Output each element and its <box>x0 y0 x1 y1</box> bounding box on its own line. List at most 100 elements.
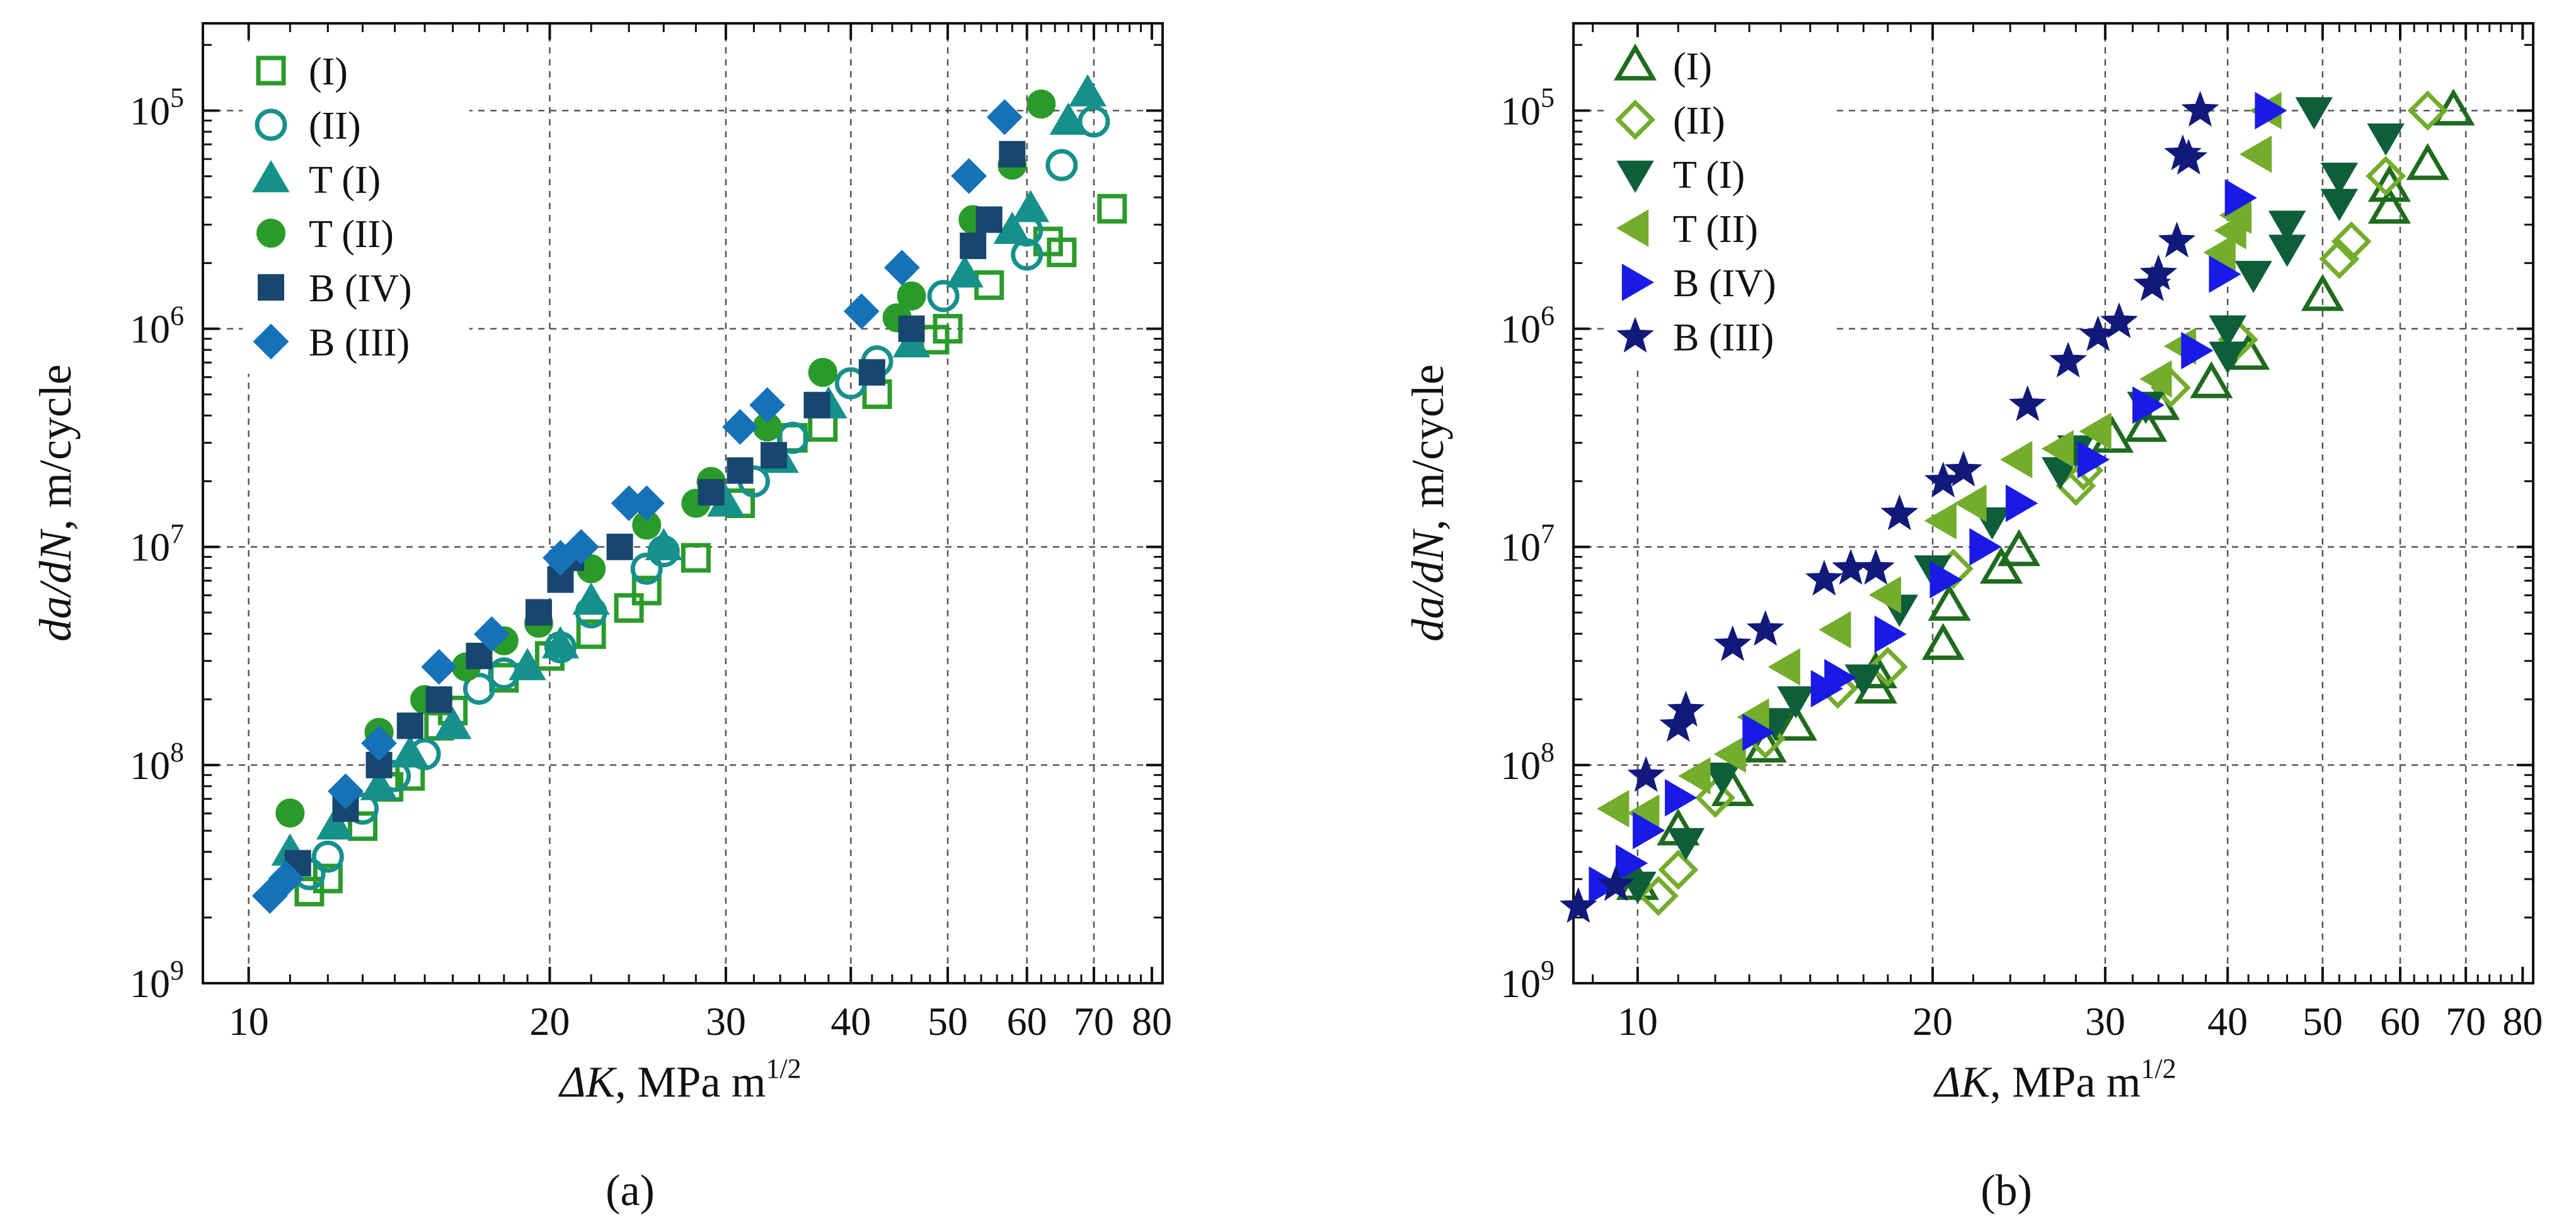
panel-a-frame <box>202 22 1164 984</box>
panel-b-point-series-3-5 <box>1768 648 1800 686</box>
panel-a-point-series-0-22 <box>1097 193 1127 224</box>
panel-a-xtick-label: 50 <box>928 999 968 1044</box>
panel-a-legend-marker-2 <box>252 160 290 193</box>
panel-a-point-series-3-16 <box>1026 89 1056 119</box>
panel-b-xtick-label: 60 <box>2380 999 2420 1044</box>
panel-a-xlabel: ΔK, MPa m1/2 <box>558 1053 801 1107</box>
panel-a-point-series-4-12 <box>760 442 787 469</box>
panel-a-xtick-label: 30 <box>706 999 746 1044</box>
panel-b-point-series-5-21 <box>2170 139 2208 175</box>
panel-b-point-series-0-16 <box>2301 274 2344 311</box>
panel-b-point-series-0-17 <box>2367 187 2412 224</box>
panel-b-legend-bg <box>1607 37 1834 369</box>
panel-a-legend-marker-3 <box>256 219 285 248</box>
panel-b-legend-marker-2 <box>1616 160 1654 193</box>
panel-b-point-series-4-3 <box>1665 779 1698 817</box>
panel-b-point-series-2-4 <box>1777 686 1815 719</box>
panel-a-point-series-5-13 <box>883 250 920 286</box>
panel-b-point-series-4-15 <box>2224 179 2257 217</box>
panel-a-point-series-0-18 <box>933 314 963 344</box>
panel-b-point-series-5-7 <box>1805 560 1843 596</box>
panel-b-point-series-5-1 <box>1597 865 1635 901</box>
panel-b-legend-marker-5 <box>1616 316 1654 353</box>
panel-b-legend-label-4: B (IV) <box>1673 262 1776 305</box>
panel-a-point-series-2-3 <box>391 735 429 768</box>
panel-a-xtick-label: 10 <box>229 999 269 1044</box>
panel-b-point-series-5-4 <box>1667 690 1705 727</box>
panel-b-point-series-0-7 <box>1921 623 1965 661</box>
panel-a-ytick-label: 108 <box>130 737 184 788</box>
panel-b-point-series-5-19 <box>2158 221 2196 258</box>
panel-b-legend-label-2: T (I) <box>1673 154 1745 197</box>
panel-a-legend-marker-5 <box>253 323 289 360</box>
panel-a-point-series-0-10 <box>614 593 644 623</box>
panel-b-ticks: 10 20 30 40 50 60 70 80 105 106 107 108 109 <box>1500 23 2543 1044</box>
panel-b-point-series-3-18 <box>2240 135 2272 173</box>
panel-a-point-series-0-21 <box>1047 237 1077 267</box>
panel-b-legend-label-5: B (III) <box>1673 316 1774 359</box>
panel-a-point-series-4-18 <box>999 141 1026 168</box>
panel-b-legend-label-3: T (II) <box>1673 208 1758 251</box>
panel-a-legend-label-2: T (I) <box>309 159 381 202</box>
panel-a-point-series-4-6 <box>525 599 552 626</box>
panel-b-point-series-2-19 <box>2367 123 2405 156</box>
panel-b-point-series-3-15 <box>2203 233 2236 272</box>
panel-a-point-series-5-4 <box>421 649 457 685</box>
panel-a-point-series-4-17 <box>975 206 1003 233</box>
panel-b-point-series-5-16 <box>2100 302 2138 338</box>
panel-b-point-series-2-16 <box>2268 211 2306 243</box>
panel-b-ytick-label: 105 <box>1500 82 1555 133</box>
panel-a-point-series-5-14 <box>951 158 987 194</box>
panel-b-marks <box>1559 88 2475 923</box>
panel-a-point-series-4-15 <box>898 315 925 342</box>
panel-b-point-series-4-0 <box>1589 866 1621 904</box>
panel-a-point-series-5-15 <box>986 99 1023 136</box>
panel-b-point-series-4-16 <box>2255 91 2287 130</box>
panel-a-point-series-5-1 <box>268 860 304 897</box>
panel-b-point-series-3-6 <box>1819 611 1851 649</box>
panel-b-point-series-2-13 <box>2209 341 2246 374</box>
panel-a-xtick-label: 60 <box>1007 999 1047 1044</box>
panel-a-point-series-5-11 <box>749 387 786 424</box>
panel-b-legend-marker-1 <box>1615 100 1655 140</box>
panel-a-legend-label-0: (I) <box>309 50 348 93</box>
panel-b-point-series-5-10 <box>1880 494 1919 531</box>
panel-b-ytick-label: 107 <box>1500 519 1555 570</box>
panel-b-point-series-1-2 <box>1695 777 1735 818</box>
panel-a-ytick-label: 105 <box>130 82 184 133</box>
panel-a-ytick-label: 106 <box>130 301 184 352</box>
panel-b-point-series-5-6 <box>1746 609 1785 646</box>
panel-a-point-series-5-2 <box>328 773 364 809</box>
panel-b-point-series-2-12 <box>2209 315 2246 348</box>
panel-b-point-series-3-8 <box>1924 502 1957 539</box>
panel-b-point-series-5-22 <box>2181 91 2219 127</box>
panel-b-xtick-label: 20 <box>1912 999 1953 1044</box>
panel-a-legend-label-3: T (II) <box>309 213 394 256</box>
panel-a-xtick-label: 80 <box>1132 999 1172 1044</box>
panel-a-ytick-label: 109 <box>130 955 184 1006</box>
panel-a-point-series-1-5 <box>463 672 495 705</box>
panel-b-point-series-3-2 <box>1678 757 1711 795</box>
panel-a-point-series-2-2 <box>360 768 398 800</box>
panel-b-point-series-4-10 <box>2005 484 2038 522</box>
panel-a-point-series-1-15 <box>927 280 960 313</box>
panel-a-point-series-2-1 <box>316 807 354 840</box>
panel-b-point-series-4-8 <box>1929 560 1962 599</box>
panel-a-point-series-0-2 <box>347 811 377 841</box>
panel-a-xtick-label: 20 <box>529 999 570 1044</box>
panel-a-point-series-3-11 <box>808 357 837 387</box>
panel-a-point-series-4-11 <box>727 457 754 484</box>
panel-b-point-series-4-4 <box>1742 713 1775 751</box>
panel-b-point-series-3-12 <box>2079 412 2112 451</box>
panel-a-point-series-2-7 <box>572 582 610 615</box>
panel-a-point-series-2-4 <box>434 707 472 739</box>
panel-a-point-series-4-9 <box>606 533 633 560</box>
panel-b-point-series-2-14 <box>2234 260 2272 294</box>
panel-a-point-series-2-13 <box>946 255 984 288</box>
panel-b-legend-marker-0 <box>1613 43 1657 81</box>
panel-a-legend-label-4: B (IV) <box>309 267 412 310</box>
panel-b-point-series-2-20 <box>2295 97 2333 130</box>
panel-a-legend-marker-1 <box>255 108 287 141</box>
panel-b-xtick-label: 70 <box>2446 999 2486 1044</box>
panel-b-legend-marker-4 <box>1621 263 1654 301</box>
